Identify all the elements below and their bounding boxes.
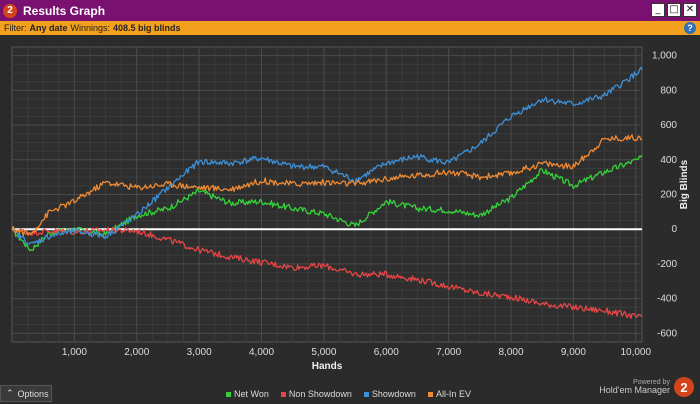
x-tick-label: 10,000 xyxy=(620,347,651,358)
x-tick-label: 7,000 xyxy=(436,347,461,358)
x-tick-label: 1,000 xyxy=(62,347,87,358)
brand-name: Hold'em Manager xyxy=(599,385,670,395)
legend-swatch xyxy=(427,391,433,397)
window-titlebar: 2 Results Graph _ □ ✕ xyxy=(0,0,700,21)
legend-item-showdown: Showdown xyxy=(363,389,416,399)
y-tick-label: -400 xyxy=(657,294,677,305)
x-tick-label: 3,000 xyxy=(187,347,212,358)
chevron-up-icon: ⌃ xyxy=(6,388,14,398)
y-tick-label: -200 xyxy=(657,259,677,270)
results-chart: 1,000 2,000 3,000 4,000 5,000 6,000 7,000 8,000… xyxy=(0,35,700,385)
brand-text: Powered by Hold'em Manager xyxy=(599,379,670,395)
legend-label: All-In EV xyxy=(435,389,471,399)
window-title: Results Graph xyxy=(23,3,106,18)
winnings-label: Winnings: xyxy=(70,23,111,33)
window-controls: _ □ ✕ xyxy=(651,3,697,17)
y-tick-label: 600 xyxy=(660,120,677,131)
brand-logo-icon: 2 xyxy=(674,377,694,397)
legend-swatch xyxy=(226,391,231,397)
series-line-all-in-ev xyxy=(11,134,643,237)
close-button[interactable]: ✕ xyxy=(683,3,697,17)
brand-badge: Powered by Hold'em Manager 2 xyxy=(599,377,694,397)
legend-item-all-in-ev: All-In EV xyxy=(427,389,471,399)
chart-legend: Net Won Non Showdown Showdown All-In EV xyxy=(226,389,471,399)
y-tick-label: 0 xyxy=(671,224,677,235)
x-tick-label: 6,000 xyxy=(374,347,399,358)
y-tick-label: 1,000 xyxy=(652,51,677,62)
legend-item-net-won: Net Won xyxy=(226,389,269,399)
legend-label: Showdown xyxy=(371,389,416,399)
legend-label: Net Won xyxy=(234,389,269,399)
y-tick-label: 200 xyxy=(660,190,677,201)
x-tick-label: 8,000 xyxy=(498,347,523,358)
x-axis-label: Hands xyxy=(312,361,343,372)
help-icon[interactable]: ? xyxy=(684,22,696,34)
y-axis-label: Big Blinds xyxy=(679,159,690,209)
series-line-showdown xyxy=(11,66,643,246)
powered-by-label: Powered by xyxy=(633,379,670,386)
winnings-value: 408.5 big blinds xyxy=(113,23,181,33)
filter-date-value[interactable]: Any date xyxy=(29,23,68,33)
x-tick-label: 2,000 xyxy=(124,347,149,358)
x-tick-label: 5,000 xyxy=(311,347,336,358)
legend-swatch xyxy=(280,391,286,397)
app-logo-icon: 2 xyxy=(3,3,17,18)
y-tick-label: -600 xyxy=(657,328,677,339)
legend-item-non-showdown: Non Showdown xyxy=(280,389,352,399)
maximize-button[interactable]: □ xyxy=(667,3,681,17)
y-tick-label: 800 xyxy=(660,85,677,96)
legend-label: Non Showdown xyxy=(288,389,352,399)
options-label: Options xyxy=(17,388,49,399)
y-tick-label: 400 xyxy=(660,155,677,166)
options-button[interactable]: ⌃ Options xyxy=(0,385,52,402)
filter-bar[interactable]: Filter: Any date Winnings: 408.5 big bli… xyxy=(0,21,700,35)
x-tick-label: 4,000 xyxy=(249,347,274,358)
series-line-non-showdown xyxy=(11,226,643,320)
filter-label: Filter: xyxy=(4,23,27,33)
x-tick-label: 9,000 xyxy=(561,347,586,358)
legend-swatch xyxy=(363,391,369,397)
minimize-button[interactable]: _ xyxy=(651,3,665,17)
